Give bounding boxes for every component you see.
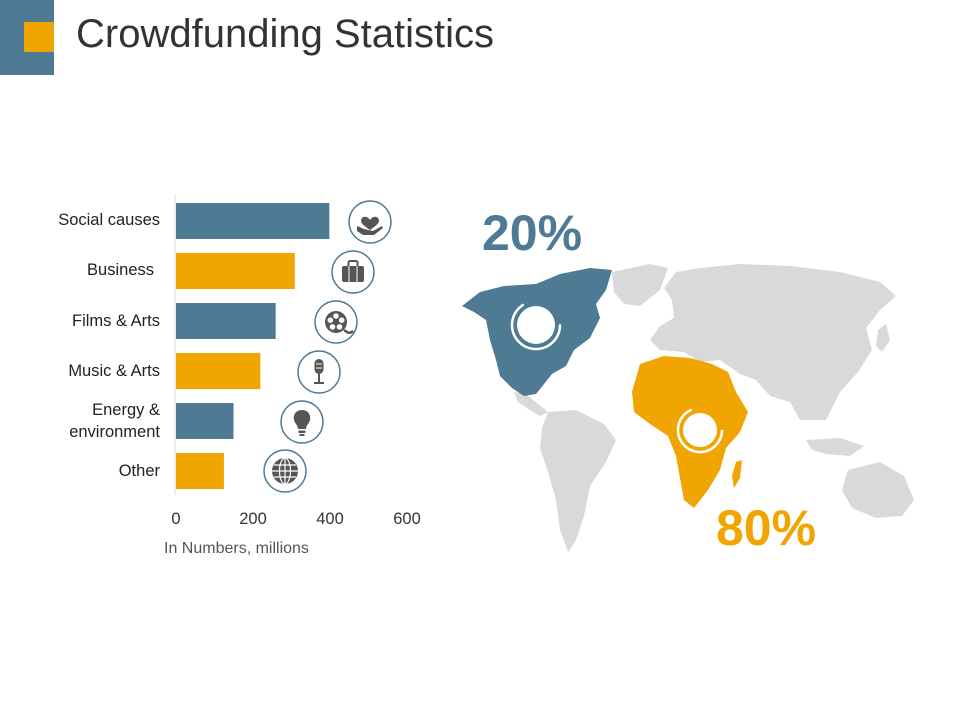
film-reel-icon: [314, 300, 358, 344]
category-label: Energy & environment: [69, 401, 160, 441]
microphone-icon: [297, 350, 341, 394]
globe-icon: [263, 449, 307, 493]
x-tick-label: 200: [239, 510, 267, 528]
eurasia-shape: [650, 264, 896, 420]
southeast-asia-shape: [806, 438, 864, 456]
north-america-marker: [510, 299, 562, 351]
central-america-shape: [514, 392, 548, 416]
category-label: Other: [118, 462, 160, 480]
bar-2: [176, 303, 276, 339]
x-tick-label: 400: [316, 510, 344, 528]
bar-group: [174, 195, 330, 495]
bar-3: [176, 353, 261, 389]
heart-hand-icon: [348, 200, 392, 244]
page-title: Crowdfunding Statistics: [76, 12, 494, 56]
category-label: Social causes: [58, 211, 160, 229]
south-america-shape: [540, 410, 616, 552]
category-label: Business: [87, 261, 154, 279]
africa-marker: [676, 406, 724, 454]
x-tick-label: 600: [393, 510, 421, 528]
africa-percentage: 80%: [716, 500, 817, 556]
bar-4: [176, 403, 234, 439]
australia-shape: [842, 462, 914, 518]
north-america-percentage: 20%: [482, 205, 583, 261]
category-label: Music & Arts: [68, 362, 160, 380]
lightbulb-icon: [280, 400, 324, 444]
bar-0: [176, 203, 330, 239]
japan-shape: [876, 324, 890, 352]
world-map: [462, 264, 914, 552]
bar-1: [176, 253, 295, 289]
category-label: Films & Arts: [71, 312, 160, 330]
madagascar-shape: [732, 460, 742, 488]
title-accent-square: [24, 22, 54, 52]
greenland-shape: [612, 264, 668, 306]
x-axis-title: In Numbers, millions: [164, 540, 309, 557]
x-tick-label: 0: [171, 510, 181, 528]
bar-5: [176, 453, 224, 489]
briefcase-icon: [331, 250, 375, 294]
